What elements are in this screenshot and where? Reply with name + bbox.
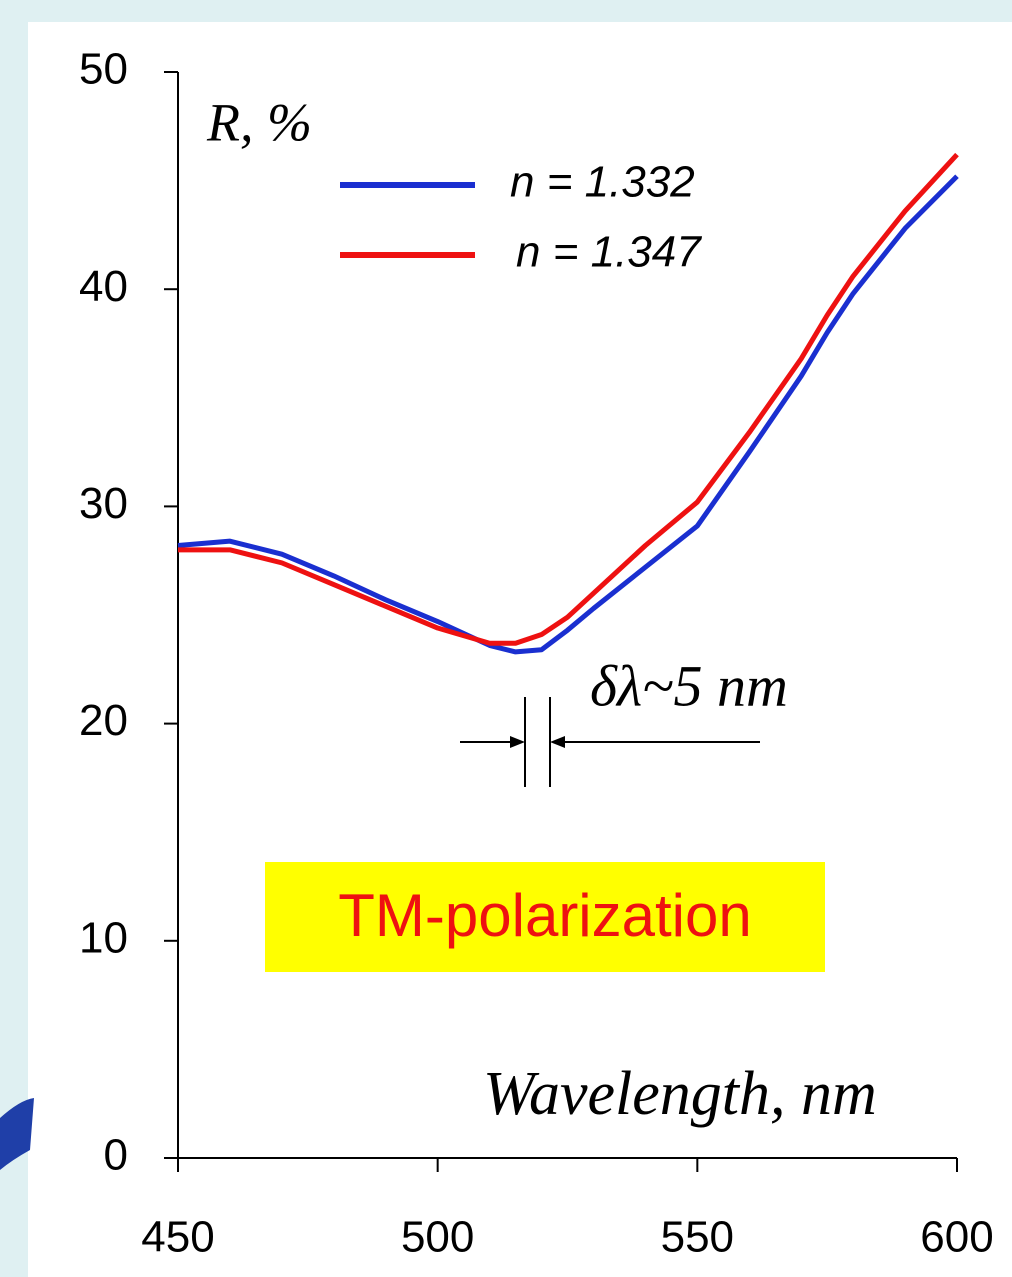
y-tick-label: 20: [79, 696, 128, 745]
annotation: δλ~5 nm: [590, 653, 788, 718]
label-box: [265, 862, 825, 972]
decoration: [0, 1098, 34, 1170]
y-tick-label: 40: [79, 262, 128, 311]
legend-label: n = 1.332: [510, 158, 695, 207]
series-line: [177, 174, 959, 655]
series-line: [178, 152, 959, 646]
x-tick-label: 600: [920, 1213, 993, 1262]
y-tick-label: 30: [79, 479, 128, 528]
x-axis-label: Wavelength, nm: [483, 1060, 877, 1128]
x-tick-label: 450: [141, 1213, 214, 1262]
legend-label: n = 1.347: [516, 228, 702, 277]
x-tick-label: 500: [401, 1213, 474, 1262]
y-axis-label: R, %: [206, 92, 312, 152]
y-tick-label: 0: [104, 1131, 128, 1180]
x-tick-label: 550: [661, 1213, 734, 1262]
polarization-label: TM-polarization: [338, 882, 751, 949]
arrow-head: [510, 736, 525, 748]
annotation-arrows: [460, 697, 760, 787]
y-tick-label: 50: [79, 45, 128, 94]
arrow-head: [550, 736, 565, 748]
y-tick-label: 10: [79, 913, 128, 962]
